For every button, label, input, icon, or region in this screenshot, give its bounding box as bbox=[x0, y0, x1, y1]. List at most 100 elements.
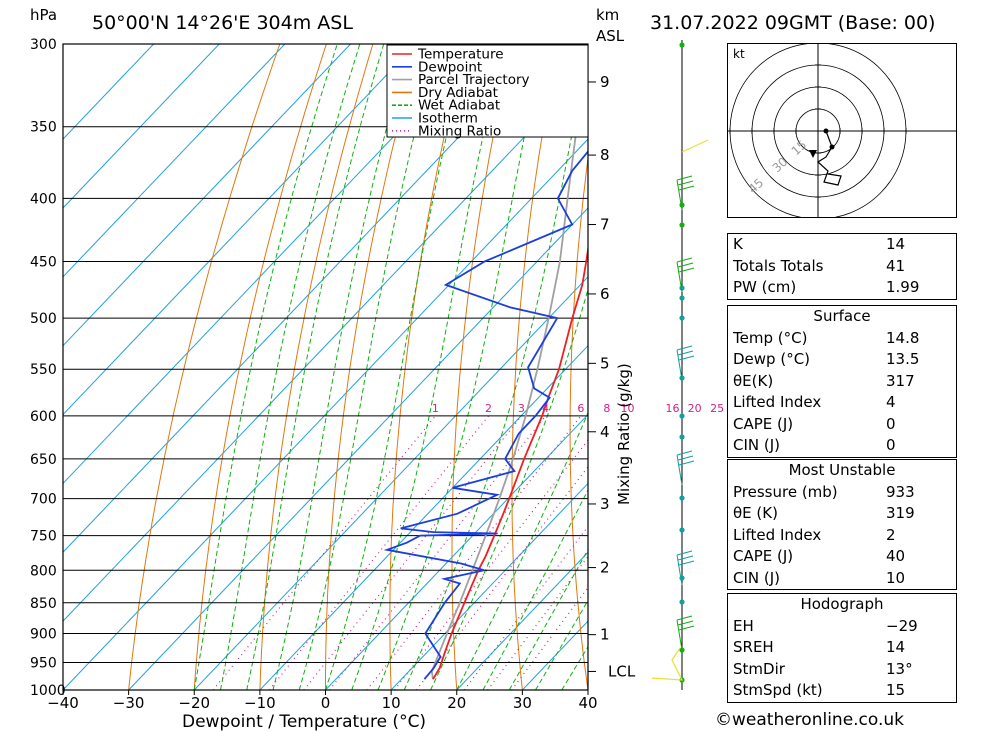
surface-title: Surface bbox=[813, 307, 871, 325]
hodograph-index-value: −29 bbox=[886, 616, 918, 635]
wet-adiabat-line bbox=[325, 44, 470, 690]
x-axis-label: Dewpoint / Temperature (°C) bbox=[182, 712, 426, 732]
general-index-value: 41 bbox=[886, 256, 906, 275]
mixing-ratio-label: 4 bbox=[542, 402, 549, 415]
height-tick-label: 3 bbox=[600, 495, 610, 513]
most-unstable-index-value: 2 bbox=[886, 525, 896, 544]
legend-label: Isotherm bbox=[418, 111, 478, 127]
isotherm-line bbox=[63, 44, 220, 209]
surface-index-row: CAPE (J) 0 bbox=[728, 414, 956, 436]
wind-barb bbox=[676, 345, 695, 381]
wet-adiabat-line bbox=[298, 44, 439, 690]
isotherm-line bbox=[390, 482, 588, 690]
parcel-trajectory-profile bbox=[430, 44, 585, 680]
dry-adiabat-line bbox=[451, 44, 514, 690]
hodograph-point bbox=[829, 144, 835, 150]
isotherm-line bbox=[325, 413, 588, 690]
pressure-tick-label: 450 bbox=[30, 255, 57, 271]
legend-label: Wet Adiabat bbox=[418, 98, 500, 114]
pressure-tick-label: 350 bbox=[30, 120, 57, 136]
isotherm-line bbox=[259, 344, 588, 690]
x-tick-label: −10 bbox=[244, 694, 276, 712]
hodograph-index-row: StmSpd (kt) 15 bbox=[728, 680, 956, 702]
hodograph-index-row: SREH 14 bbox=[728, 637, 956, 659]
x-tick-label: 40 bbox=[578, 694, 597, 712]
wind-level-dot bbox=[679, 295, 685, 301]
general-index-row: PW (cm) 1.99 bbox=[728, 277, 956, 299]
general-index-row: Totals Totals 41 bbox=[728, 256, 956, 278]
pressure-tick-label: 700 bbox=[30, 492, 57, 508]
most-unstable-index-value: 40 bbox=[886, 547, 906, 565]
most-unstable-box: Most Unstable Pressure (mb) 933 θE (K) 319 L… bbox=[727, 459, 957, 590]
mixing-ratio-line bbox=[366, 415, 582, 690]
general-index-label: K bbox=[733, 235, 743, 253]
temperature-profile bbox=[432, 243, 588, 680]
hodograph-ring-label: 45 bbox=[746, 176, 767, 197]
surface-index-label: CIN (J) bbox=[733, 436, 781, 454]
hodograph: kt 15 30 45 bbox=[727, 42, 957, 220]
wind-level-dot bbox=[679, 495, 685, 501]
isotherm-line bbox=[63, 138, 588, 690]
wind-barb bbox=[651, 647, 684, 681]
most-unstable-index-row: Pressure (mb) 933 bbox=[728, 482, 956, 504]
isotherm-line bbox=[63, 44, 154, 140]
x-tick-label: −40 bbox=[47, 694, 79, 712]
surface-index-label: Temp (°C) bbox=[733, 328, 808, 347]
general-index-row: K 14 bbox=[728, 234, 956, 256]
wind-barb bbox=[676, 450, 695, 486]
general-index-value: 14 bbox=[886, 235, 906, 253]
dry-adiabat-line bbox=[128, 44, 281, 690]
isotherm-line bbox=[128, 207, 588, 690]
plot-frame bbox=[62, 43, 589, 691]
pressure-tick-label: 750 bbox=[30, 529, 57, 545]
dry-adiabat-line bbox=[626, 26, 655, 690]
isotherm-line bbox=[63, 44, 548, 554]
surface-index-row: Dewp (°C) 13.5 bbox=[728, 349, 956, 371]
surface-index-value: 4 bbox=[886, 393, 896, 411]
mixing-ratio-label: 25 bbox=[710, 402, 724, 415]
wind-level-dot bbox=[679, 202, 685, 208]
dry-adiabat-line bbox=[977, 26, 1000, 690]
storm-motion-marker bbox=[809, 150, 817, 158]
x-tick-label: 30 bbox=[513, 694, 532, 712]
surface-index-label: θE(K) bbox=[733, 371, 774, 390]
copyright[interactable]: ©weatheronline.co.uk bbox=[715, 710, 905, 730]
surface-index-value: 13.5 bbox=[886, 350, 920, 368]
hodograph-index-row: EH −29 bbox=[728, 616, 956, 638]
wet-adiabat-line bbox=[246, 44, 385, 690]
pressure-tick-label: 650 bbox=[30, 452, 57, 468]
mixing-ratio-axis-label: Mixing Ratio (g/kg) bbox=[615, 363, 633, 505]
isotherm-line bbox=[63, 44, 417, 416]
surface-index-row: Temp (°C) 14.8 bbox=[728, 328, 956, 350]
height-tick-label: 7 bbox=[600, 216, 610, 234]
height-tick-label: 9 bbox=[600, 73, 610, 91]
most-unstable-index-row: Lifted Index 2 bbox=[728, 525, 956, 547]
dry-adiabat-line bbox=[569, 154, 588, 690]
surface-index-value: 14.8 bbox=[886, 328, 920, 347]
wind-level-dot bbox=[679, 315, 685, 321]
wet-adiabat-line bbox=[220, 44, 361, 690]
pressure-tick-label: 300 bbox=[30, 37, 57, 53]
hodograph-title: Hodograph bbox=[800, 595, 884, 613]
isotherm-line bbox=[63, 44, 286, 278]
x-tick-label: −30 bbox=[113, 694, 145, 712]
height-tick-label: LCL bbox=[608, 662, 636, 680]
most-unstable-index-label: CIN (J) bbox=[733, 568, 781, 587]
most-unstable-index-row: θE (K) 319 bbox=[728, 503, 956, 525]
general-index-value: 1.99 bbox=[886, 278, 920, 296]
wind-level-dot bbox=[679, 527, 685, 533]
mixing-ratio-line bbox=[212, 415, 436, 690]
legend-label: Dry Adiabat bbox=[418, 85, 498, 101]
wet-adiabat-line bbox=[377, 44, 545, 690]
wind-level-dot bbox=[679, 413, 685, 419]
mixing-ratio-line bbox=[303, 415, 522, 690]
dry-adiabat-line bbox=[259, 44, 374, 690]
mixing-ratio-label: 6 bbox=[577, 402, 584, 415]
dry-adiabat-line bbox=[389, 44, 467, 690]
hodograph-index-label: SREH bbox=[733, 638, 774, 656]
most-unstable-index-row: CAPE (J) 40 bbox=[728, 546, 956, 568]
x-tick-label: −20 bbox=[178, 694, 210, 712]
hodograph-index-value: 15 bbox=[886, 681, 906, 699]
pressure-tick-label: 550 bbox=[30, 362, 57, 378]
